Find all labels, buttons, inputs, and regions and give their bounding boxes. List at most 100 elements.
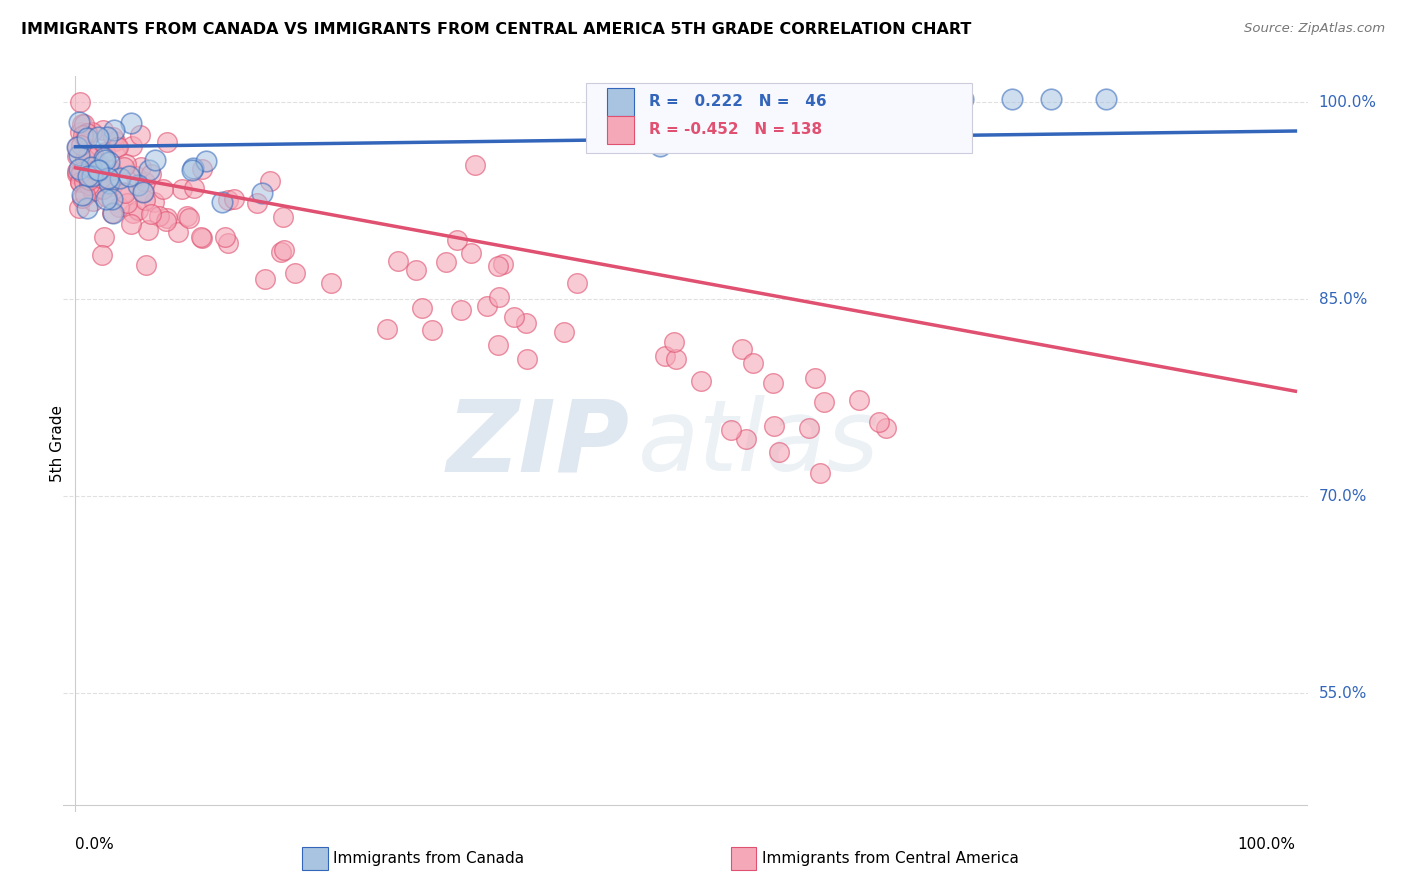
Point [1095, 93, 1118, 107]
Point [190, 230, 212, 244]
Point [66, 164, 89, 178]
Point [87, 182, 110, 196]
Point [100, 192, 122, 206]
Point [270, 244, 292, 259]
Point [77, 178, 100, 193]
Text: R =   0.222   N =   46: R = 0.222 N = 46 [650, 94, 827, 109]
Point [108, 200, 131, 214]
Point [89, 157, 111, 171]
Point [66, 167, 89, 181]
Point [1001, 93, 1024, 107]
Point [73, 188, 96, 202]
Point [742, 356, 765, 370]
Point [118, 169, 141, 183]
Point [96, 190, 118, 204]
Point [69, 138, 91, 153]
Text: 100.0%: 100.0% [1319, 95, 1376, 110]
Point [67, 114, 90, 128]
Point [80, 151, 103, 165]
FancyBboxPatch shape [586, 83, 972, 153]
Point [138, 163, 160, 178]
Point [101, 129, 124, 144]
Point [156, 135, 179, 149]
Text: Immigrants from Central America: Immigrants from Central America [762, 852, 1019, 866]
Point [97, 170, 120, 185]
Point [112, 161, 135, 175]
Point [794, 93, 817, 107]
Point [420, 323, 443, 337]
Point [70, 191, 93, 205]
Point [217, 193, 239, 207]
Point [127, 202, 149, 217]
Point [503, 310, 526, 324]
Point [211, 195, 233, 210]
Point [224, 192, 246, 206]
Point [103, 206, 125, 220]
Point [735, 432, 758, 446]
Point [446, 234, 468, 248]
Point [93, 145, 115, 160]
Point [690, 374, 713, 388]
Point [77, 169, 100, 183]
Point [80, 160, 103, 174]
Point [80, 160, 103, 174]
Point [271, 211, 294, 225]
Point [69, 95, 91, 109]
Point [105, 140, 128, 154]
Point [93, 151, 115, 165]
Point [83, 157, 105, 171]
Point [553, 326, 575, 340]
Point [848, 392, 870, 407]
Text: Source: ZipAtlas.com: Source: ZipAtlas.com [1244, 22, 1385, 36]
Point [104, 134, 127, 148]
Point [450, 303, 472, 318]
Point [155, 214, 177, 228]
Text: R = -0.452   N = 138: R = -0.452 N = 138 [650, 122, 823, 137]
Point [321, 276, 343, 290]
Point [79, 178, 101, 192]
Point [464, 158, 486, 172]
Text: 85.0%: 85.0% [1319, 292, 1367, 307]
Point [80, 169, 103, 184]
Point [768, 445, 790, 459]
Point [127, 178, 149, 193]
Text: 70.0%: 70.0% [1319, 489, 1367, 504]
Point [181, 161, 204, 176]
Point [66, 166, 89, 180]
Point [72, 188, 94, 202]
Point [515, 316, 537, 330]
Point [284, 266, 307, 280]
Point [377, 322, 399, 336]
Point [87, 162, 110, 177]
Point [91, 123, 114, 137]
Point [69, 175, 91, 189]
Point [100, 162, 122, 177]
Point [67, 161, 90, 176]
Point [217, 236, 239, 251]
Point [141, 207, 163, 221]
Point [94, 153, 117, 167]
Point [82, 184, 104, 198]
Point [488, 290, 510, 304]
Point [797, 421, 820, 435]
Point [176, 209, 198, 223]
Point [67, 147, 90, 161]
Point [75, 128, 97, 143]
Point [73, 176, 96, 190]
Point [69, 175, 91, 189]
Text: IMMIGRANTS FROM CANADA VS IMMIGRANTS FROM CENTRAL AMERICA 5TH GRADE CORRELATION : IMMIGRANTS FROM CANADA VS IMMIGRANTS FRO… [21, 22, 972, 37]
Point [77, 148, 100, 162]
Point [665, 351, 688, 366]
Point [87, 162, 110, 177]
Point [1039, 93, 1062, 107]
Point [84, 166, 107, 180]
Point [214, 230, 236, 244]
Text: 0.0%: 0.0% [76, 837, 114, 852]
Point [724, 110, 747, 124]
Text: ZIP: ZIP [447, 395, 630, 492]
Point [125, 169, 148, 183]
Point [121, 138, 143, 153]
Point [114, 186, 136, 200]
Point [72, 117, 94, 131]
Point [86, 129, 108, 144]
